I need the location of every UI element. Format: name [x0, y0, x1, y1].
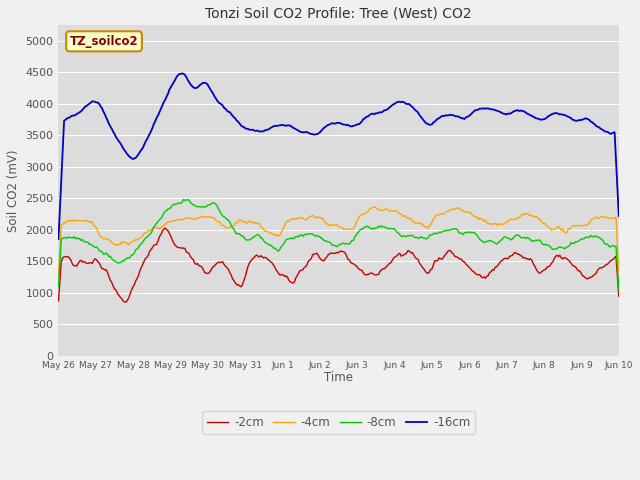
-4cm: [371, 204, 378, 210]
-16cm: [239, 124, 246, 130]
-16cm: [463, 114, 471, 120]
Line: -4cm: -4cm: [58, 207, 619, 277]
-16cm: [278, 122, 285, 128]
-4cm: [461, 209, 468, 215]
Title: Tonzi Soil CO2 Profile: Tree (West) CO2: Tonzi Soil CO2 Profile: Tree (West) CO2: [205, 7, 472, 21]
-2cm: [410, 252, 418, 258]
-8cm: [180, 197, 188, 203]
-16cm: [178, 71, 186, 76]
Y-axis label: Soil CO2 (mV): Soil CO2 (mV): [7, 149, 20, 231]
-4cm: [463, 209, 471, 215]
-4cm: [276, 231, 284, 237]
-8cm: [122, 256, 130, 262]
-16cm: [461, 116, 468, 122]
-4cm: [408, 218, 416, 224]
-8cm: [408, 232, 416, 238]
-2cm: [161, 225, 169, 231]
-2cm: [240, 277, 248, 283]
-16cm: [54, 236, 62, 242]
Text: TZ_soilco2: TZ_soilco2: [70, 35, 138, 48]
-2cm: [54, 298, 62, 304]
-4cm: [237, 217, 245, 223]
-8cm: [463, 229, 471, 235]
-2cm: [279, 272, 287, 278]
Line: -16cm: -16cm: [58, 73, 619, 239]
-16cm: [122, 149, 130, 155]
-8cm: [615, 287, 623, 293]
-8cm: [239, 233, 246, 239]
-16cm: [615, 213, 623, 219]
Legend: -2cm, -4cm, -8cm, -16cm: -2cm, -4cm, -8cm, -16cm: [202, 411, 475, 433]
-2cm: [124, 298, 131, 303]
X-axis label: Time: Time: [324, 371, 353, 384]
Line: -2cm: -2cm: [58, 228, 619, 302]
-2cm: [122, 299, 130, 305]
-8cm: [461, 230, 468, 236]
-8cm: [278, 243, 285, 249]
-4cm: [122, 240, 130, 246]
-4cm: [54, 274, 62, 280]
-16cm: [408, 104, 416, 110]
-4cm: [615, 270, 623, 276]
-2cm: [465, 264, 472, 270]
-8cm: [54, 284, 62, 289]
-2cm: [462, 261, 470, 267]
Line: -8cm: -8cm: [58, 200, 619, 290]
-2cm: [615, 293, 623, 299]
